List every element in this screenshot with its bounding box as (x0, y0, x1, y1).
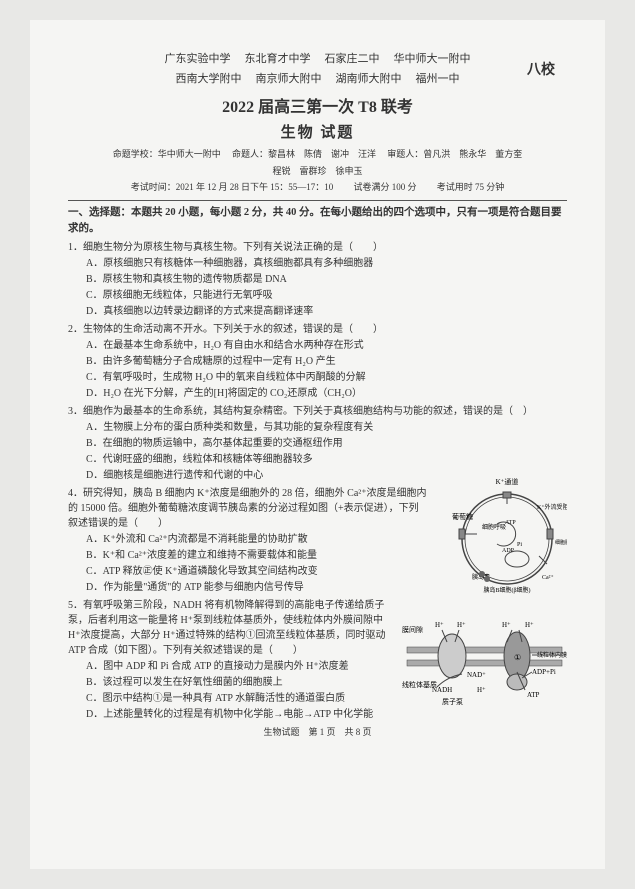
q1-stem: 1．细胞生物分为原核生物与真核生物。下列有关说法正确的是（ ） (68, 240, 567, 255)
meta-line-1: 命题学校：华中师大一附中 命题人：黎昌林 陈倩 谢冲 汪洋 审题人：曾凡洪 熊永… (68, 147, 567, 161)
q3-opt-c: C．代谢旺盛的细胞，线粒体和核糖体等细胞器较多 (86, 452, 567, 467)
label-pi: Pi (517, 542, 522, 548)
school-name: 石家庄二中 (325, 50, 380, 70)
label-h2: H⁺ (457, 621, 466, 629)
label-kout: K⁺外流受阻 (537, 503, 567, 511)
label-gap: 膜间隙 (402, 625, 423, 634)
cell-diagram-icon: K⁺通道 葡萄糖 细胞呼吸 ATP ADP Pi K⁺外流受阻 细胞膜电位变化 … (447, 474, 567, 594)
label-resp: 细胞呼吸 (482, 523, 506, 531)
label-k-channel: K⁺通道 (496, 477, 519, 486)
q4-opt-b: B．K⁺和 Ca²⁺浓度差的建立和维持不需要载体和能量 (86, 548, 428, 563)
meta-reviewers: 曾凡洪 熊永华 董方奎 (423, 149, 522, 159)
meta-duration: 75 分钟 (475, 182, 504, 192)
label-adppi: ADP+Pi (532, 668, 556, 676)
school-name: 南京师大附中 (256, 70, 322, 90)
q4-opt-c: C．ATP 释放㊣使 K⁺通道磷酸化导致其空间结构改变 (86, 564, 428, 579)
label-atp: ATP (505, 520, 516, 526)
meta-author-label: 命题人： (232, 149, 268, 159)
school-name: 华中师大一附中 (394, 50, 471, 70)
q2-opt-c: C．有氧呼吸时，生成物 H₂O 中的氧来自线粒体中丙酮酸的分解 (86, 370, 567, 385)
label-bcell: 胰岛B细胞(β细胞) (483, 586, 530, 594)
meta-school: 华中师大一附中 (158, 149, 221, 159)
q2-opt-d: D．H₂O 在光下分解，产生的[H]将固定的 CO₂还原成（CH₂O） (86, 386, 567, 401)
q1-opt-c: C．原核细胞无线粒体，只能进行无氧呼吸 (86, 288, 567, 303)
school-name: 广东实验中学 (165, 50, 231, 70)
meta-score: 100 分 (392, 182, 417, 192)
meta-line-2: 程锐 雷群珍 徐申玉 (68, 164, 567, 178)
q1-opt-a: A．原核细胞只有核糖体一种细胞器，真核细胞都具有多种细胞器 (86, 256, 567, 271)
meta-duration-label: 考试用时 (437, 182, 473, 192)
schools-row-2: 西南大学附中 南京师大附中 湖南师大附中 福州一中 (68, 70, 567, 90)
q2-opt-b: B．由许多葡萄糖分子合成糖原的过程中一定有 H₂O 产生 (86, 354, 567, 369)
exam-page: 八校 广东实验中学 东北育才中学 石家庄二中 华中师大一附中 西南大学附中 南京… (30, 20, 605, 869)
eight-schools-label: 八校 (527, 60, 555, 81)
exam-title-1: 2022 届高三第一次 T8 联考 (68, 96, 567, 120)
meta-score-label: 试卷满分 (353, 182, 389, 192)
question-2: 2．生物体的生命活动离不开水。下列关于水的叙述，错误的是（ ） A．在最基本生命… (68, 322, 567, 401)
q4-opt-a: A．K⁺外流和 Ca²⁺内流都是不消耗能量的协助扩散 (86, 532, 428, 547)
q5-opt-a: A．图中 ADP 和 Pi 合成 ATP 的直接动力是膜内外 H⁺浓度差 (86, 659, 388, 674)
q3-stem: 3．细胞作为最基本的生命系统，其结构复杂精密。下列关于真核细胞结构与功能的叙述，… (68, 404, 567, 419)
q3-opt-b: B．在细胞的物质运输中，高尔基体起重要的交通枢纽作用 (86, 436, 567, 451)
schools-row-1: 广东实验中学 东北育才中学 石家庄二中 华中师大一附中 (68, 50, 567, 70)
question-1: 1．细胞生物分为原核生物与真核生物。下列有关说法正确的是（ ） A．原核细胞只有… (68, 240, 567, 319)
q3-opt-a: A．生物膜上分布的蛋白质种类和数量，与其功能的复杂程度有关 (86, 420, 567, 435)
membrane-diagram-icon: 膜间隙 线粒体基质 线粒体内膜 H⁺ H⁺ H⁺ H⁺ NAD⁺ NADH 质子… (397, 612, 567, 707)
q5-stem: 5．有氧呼吸第三阶段，NADH 将有机物降解得到的高能电子传递给质子泵，后者利用… (68, 598, 388, 658)
question-5: 5．有氧呼吸第三阶段，NADH 将有机物降解得到的高能电子传递给质子泵，后者利用… (68, 598, 567, 722)
label-h4: H⁺ (525, 621, 534, 629)
schools-block: 广东实验中学 东北育才中学 石家庄二中 华中师大一附中 西南大学附中 南京师大附… (68, 50, 567, 90)
page-footer: 生物试题 第 1 页 共 8 页 (68, 726, 567, 740)
school-name: 福州一中 (416, 70, 460, 90)
q2-opt-a: A．在最基本生命系统中，H₂O 有自由水和结合水两种存在形式 (86, 338, 567, 353)
q1-opt-d: D．真核细胞以边转录边翻译的方式来提高翻译速率 (86, 304, 567, 319)
label-h3: H⁺ (502, 621, 511, 629)
label-adp: ADP (502, 548, 515, 554)
label-glucose: 葡萄糖 (452, 512, 473, 521)
divider (68, 200, 567, 201)
label-circle1: ① (514, 653, 521, 662)
meta-school-label: 命题学校： (113, 149, 158, 159)
label-ca: Ca²⁺ (542, 574, 554, 581)
label-nad: NAD⁺ (467, 671, 486, 679)
school-name: 湖南师大附中 (336, 70, 402, 90)
q5-diagram: 膜间隙 线粒体基质 线粒体内膜 H⁺ H⁺ H⁺ H⁺ NAD⁺ NADH 质子… (397, 612, 567, 707)
school-name: 东北育才中学 (245, 50, 311, 70)
question-4: 4．研究得知，胰岛 B 细胞内 K⁺浓度是细胞外的 28 倍，细胞外 Ca²⁺浓… (68, 486, 567, 595)
meta-time: 2021 年 12 月 28 日下午 15：55—17：10 (176, 182, 334, 192)
q4-diagram: K⁺通道 葡萄糖 细胞呼吸 ATP ADP Pi K⁺外流受阻 细胞膜电位变化 … (447, 474, 567, 594)
label-hbot: H⁺ (477, 686, 486, 694)
question-3: 3．细胞作为最基本的生命系统，其结构复杂精密。下列关于真核细胞结构与功能的叙述，… (68, 404, 567, 483)
meta-review-label: 审题人： (387, 149, 423, 159)
q4-stem: 4．研究得知，胰岛 B 细胞内 K⁺浓度是细胞外的 28 倍，细胞外 Ca²⁺浓… (68, 486, 428, 531)
meta-line-3: 考试时间：2021 年 12 月 28 日下午 15：55—17：10 试卷满分… (68, 181, 567, 195)
q1-opt-b: B．原核生物和真核生物的遗传物质都是 DNA (86, 272, 567, 287)
q4-opt-d: D．作为能量"通货"的 ATP 能参与细胞内信号传导 (86, 580, 428, 595)
q2-stem: 2．生物体的生命活动离不开水。下列关于水的叙述，错误的是（ ） (68, 322, 567, 337)
label-h1: H⁺ (435, 621, 444, 629)
meta-time-label: 考试时间： (131, 182, 176, 192)
label-nadh: NADH (432, 686, 452, 694)
q5-opt-d: D．上述能量转化的过程是有机物中化学能→电能→ATP 中化学能 (86, 707, 567, 722)
label-atp2: ATP (527, 691, 540, 699)
meta-authors: 黎昌林 陈倩 谢冲 汪洋 (268, 149, 376, 159)
label-pump: 质子泵 (442, 697, 463, 706)
school-name: 西南大学附中 (176, 70, 242, 90)
section-heading: 一、选择题：本题共 20 小题，每小题 2 分，共 40 分。在每小题给出的四个… (68, 205, 567, 237)
exam-title-2: 生物 试题 (68, 122, 567, 145)
label-potential: 细胞膜电位变化 (555, 539, 567, 546)
